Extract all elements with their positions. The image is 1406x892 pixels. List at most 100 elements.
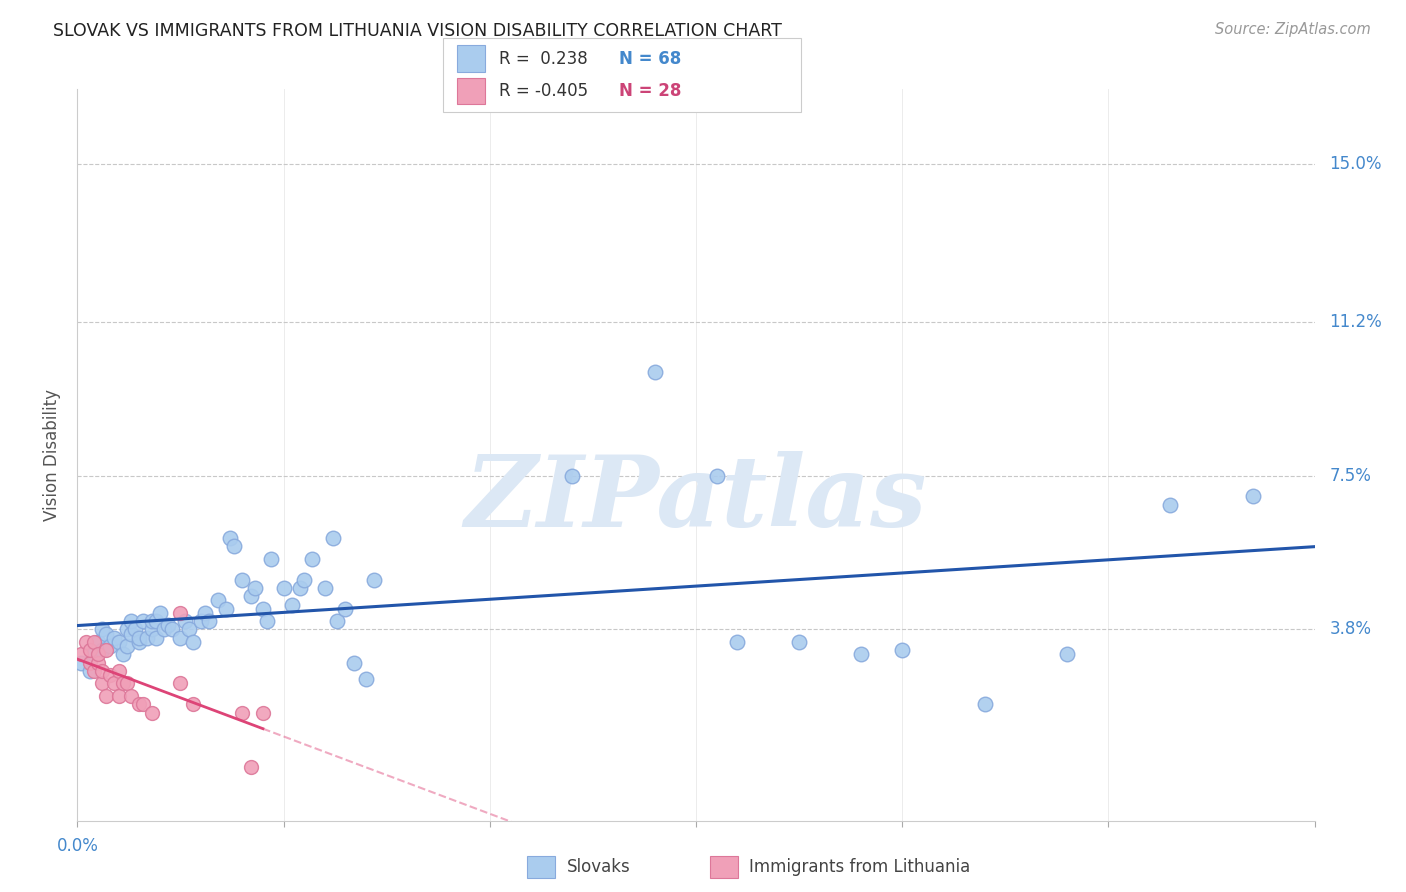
Point bbox=[96, 643, 118, 657]
Point bbox=[87, 648, 110, 662]
Point bbox=[322, 531, 344, 545]
Point bbox=[120, 614, 142, 628]
Point bbox=[1159, 498, 1181, 512]
Text: 11.2%: 11.2% bbox=[1330, 313, 1382, 331]
Point bbox=[288, 581, 311, 595]
Point bbox=[301, 551, 323, 566]
Text: 3.8%: 3.8% bbox=[1330, 621, 1371, 639]
Point bbox=[111, 676, 134, 690]
Point bbox=[145, 614, 167, 628]
Point bbox=[83, 635, 105, 649]
Point bbox=[141, 706, 163, 720]
Point bbox=[260, 551, 283, 566]
Point bbox=[787, 635, 810, 649]
Point bbox=[107, 689, 129, 703]
Point bbox=[107, 635, 129, 649]
Point bbox=[190, 614, 212, 628]
Point bbox=[169, 606, 191, 620]
Point bbox=[231, 573, 253, 587]
Text: Slovaks: Slovaks bbox=[567, 858, 630, 876]
Point bbox=[354, 673, 377, 687]
Point bbox=[120, 626, 142, 640]
Point bbox=[103, 631, 125, 645]
Point bbox=[115, 676, 138, 690]
Point bbox=[173, 614, 195, 628]
Point bbox=[239, 589, 262, 603]
Text: 15.0%: 15.0% bbox=[1330, 155, 1382, 173]
Point bbox=[149, 606, 172, 620]
Point bbox=[141, 614, 163, 628]
Point bbox=[252, 601, 274, 615]
Point bbox=[120, 689, 142, 703]
Point bbox=[644, 365, 666, 379]
Point bbox=[98, 668, 121, 682]
Point bbox=[252, 706, 274, 720]
Point bbox=[973, 698, 995, 712]
Point bbox=[83, 664, 105, 678]
Point bbox=[128, 635, 150, 649]
Point bbox=[132, 698, 155, 712]
Point bbox=[281, 598, 304, 612]
Point bbox=[256, 614, 278, 628]
Text: R = -0.405: R = -0.405 bbox=[499, 82, 588, 100]
Point bbox=[169, 631, 191, 645]
Point bbox=[83, 648, 105, 662]
Point bbox=[115, 639, 138, 653]
Point bbox=[115, 623, 138, 637]
Point bbox=[70, 656, 93, 670]
Point bbox=[194, 606, 217, 620]
Point bbox=[96, 689, 118, 703]
Point bbox=[128, 631, 150, 645]
Point bbox=[107, 664, 129, 678]
Point bbox=[145, 631, 167, 645]
Point bbox=[343, 656, 366, 670]
Point bbox=[132, 614, 155, 628]
Point bbox=[363, 573, 385, 587]
Point bbox=[215, 601, 238, 615]
Point bbox=[136, 631, 159, 645]
Point bbox=[239, 759, 262, 773]
Point bbox=[91, 676, 114, 690]
Text: R =  0.238: R = 0.238 bbox=[499, 50, 588, 68]
Point bbox=[111, 648, 134, 662]
Text: 7.5%: 7.5% bbox=[1330, 467, 1371, 484]
Point bbox=[725, 635, 748, 649]
Point bbox=[124, 623, 146, 637]
Point bbox=[160, 623, 183, 637]
Text: Immigrants from Lithuania: Immigrants from Lithuania bbox=[749, 858, 970, 876]
Text: ZIPatlas: ZIPatlas bbox=[465, 450, 927, 547]
Point bbox=[219, 531, 242, 545]
Point bbox=[79, 656, 101, 670]
Point bbox=[103, 676, 125, 690]
Point bbox=[326, 614, 349, 628]
Text: SLOVAK VS IMMIGRANTS FROM LITHUANIA VISION DISABILITY CORRELATION CHART: SLOVAK VS IMMIGRANTS FROM LITHUANIA VISI… bbox=[53, 22, 782, 40]
Point bbox=[128, 698, 150, 712]
Point bbox=[157, 618, 180, 632]
Point bbox=[177, 623, 200, 637]
Point bbox=[292, 573, 315, 587]
Point bbox=[273, 581, 295, 595]
Point bbox=[706, 468, 728, 483]
Point bbox=[98, 639, 121, 653]
Point bbox=[181, 698, 204, 712]
Point bbox=[198, 614, 221, 628]
Point bbox=[335, 601, 357, 615]
Point bbox=[87, 635, 110, 649]
Point bbox=[231, 706, 253, 720]
Point bbox=[169, 676, 191, 690]
Text: N = 28: N = 28 bbox=[619, 82, 681, 100]
Point bbox=[207, 593, 229, 607]
Point bbox=[561, 468, 583, 483]
Point bbox=[79, 664, 101, 678]
Point bbox=[1241, 490, 1264, 504]
Point bbox=[243, 581, 266, 595]
Y-axis label: Vision Disability: Vision Disability bbox=[44, 389, 62, 521]
Point bbox=[91, 623, 114, 637]
Point bbox=[891, 643, 914, 657]
Point bbox=[96, 626, 118, 640]
Point bbox=[849, 648, 872, 662]
Text: N = 68: N = 68 bbox=[619, 50, 681, 68]
Point bbox=[91, 664, 114, 678]
Point bbox=[87, 656, 110, 670]
Point bbox=[314, 581, 336, 595]
